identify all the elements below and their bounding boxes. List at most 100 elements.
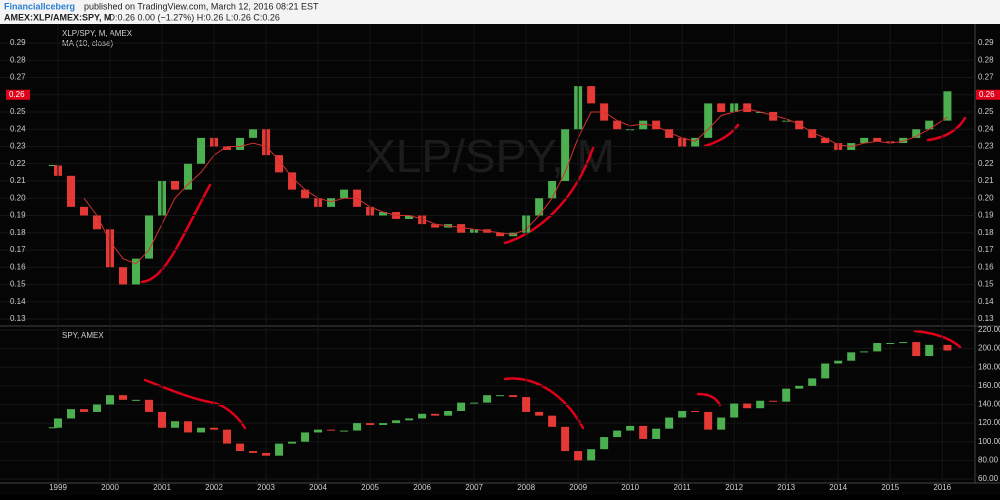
candle — [561, 426, 570, 452]
candle — [899, 342, 908, 344]
y-tick-label: 0.19 — [10, 211, 26, 220]
watermark: XLP/SPY, M — [365, 130, 615, 182]
candle — [912, 129, 921, 138]
candle — [418, 413, 427, 419]
y-tick-label: 0.23 — [10, 142, 26, 151]
candle — [548, 415, 557, 427]
candle — [509, 395, 518, 398]
candle — [392, 420, 401, 424]
annotation-curve — [696, 392, 722, 407]
candle — [665, 129, 674, 138]
candle — [275, 155, 284, 173]
x-tick-label: 2015 — [881, 483, 899, 492]
candle — [48, 427, 57, 429]
candle — [886, 343, 895, 345]
candle — [704, 103, 713, 138]
candle — [665, 417, 674, 429]
x-tick-label: 2008 — [517, 483, 535, 492]
candle — [80, 206, 89, 216]
y-tick-label: 220.00 — [978, 325, 1000, 334]
candle — [93, 215, 102, 230]
candle — [132, 258, 141, 285]
candle — [249, 451, 258, 453]
candle — [80, 409, 89, 412]
annotation-curve — [503, 377, 585, 430]
y-tick-label: 0.21 — [978, 176, 994, 185]
candle — [236, 137, 245, 150]
y-tick-label: 0.20 — [10, 193, 26, 202]
candle — [795, 385, 804, 389]
candle — [756, 400, 765, 409]
candle — [483, 395, 492, 403]
candle — [847, 352, 856, 361]
y-tick-label: 0.15 — [978, 280, 994, 289]
annotation-curve — [140, 183, 212, 284]
candle — [171, 181, 180, 190]
candle — [48, 164, 57, 166]
candle — [223, 146, 232, 150]
annotation-curve — [703, 123, 740, 148]
published: published on TradingView.com, March 12, … — [84, 1, 319, 11]
candle — [925, 120, 934, 130]
price-label-bg — [976, 89, 1000, 100]
y-tick-label: 180.00 — [978, 362, 1000, 371]
candle — [288, 172, 297, 190]
ma-line — [83, 108, 948, 265]
candle — [119, 267, 128, 285]
candle — [639, 120, 648, 130]
x-tick-label: 2001 — [153, 483, 171, 492]
candle — [860, 351, 869, 353]
candle — [717, 417, 726, 430]
price-label-bg — [6, 89, 30, 100]
y-tick-label: 0.19 — [978, 211, 994, 220]
candle — [93, 404, 102, 412]
candle — [522, 397, 531, 412]
candle — [379, 423, 388, 425]
candle — [184, 163, 193, 190]
y-tick-label: 0.24 — [978, 124, 994, 133]
y-tick-label: 0.20 — [978, 193, 994, 202]
candle — [457, 224, 466, 233]
candle — [587, 86, 596, 104]
annotation-curve — [503, 146, 595, 245]
y-tick-label: 0.27 — [10, 73, 26, 82]
y-tick-label: 0.13 — [10, 314, 26, 323]
candle — [66, 409, 75, 419]
x-tick-label: 2005 — [361, 483, 379, 492]
candle — [535, 411, 544, 416]
candle — [158, 411, 167, 428]
candle — [743, 403, 752, 409]
candle — [730, 403, 739, 418]
y-tick-label: 0.17 — [978, 245, 994, 254]
annotation-curve — [926, 116, 967, 142]
x-tick-label: 2007 — [465, 483, 483, 492]
candle — [457, 402, 466, 412]
candle — [691, 411, 700, 413]
candle — [548, 181, 557, 199]
y-tick-label: 0.22 — [978, 159, 994, 168]
candle — [53, 418, 62, 428]
candle — [613, 120, 622, 130]
pane-title: XLP/SPY, M, AMEX — [62, 29, 133, 38]
x-tick-label: 2014 — [829, 483, 847, 492]
y-tick-label: 0.29 — [978, 38, 994, 47]
x-tick-label: 2010 — [621, 483, 639, 492]
candle — [678, 411, 687, 418]
candle — [704, 411, 713, 430]
candle — [275, 443, 284, 456]
author[interactable]: FinancialIceberg — [4, 1, 75, 11]
candle — [808, 129, 817, 138]
candle — [795, 120, 804, 130]
candle — [184, 421, 193, 433]
candle — [262, 452, 271, 456]
candle — [821, 137, 830, 144]
candle — [873, 137, 882, 142]
candle — [223, 429, 232, 444]
x-tick-label: 2012 — [725, 483, 743, 492]
candle — [145, 399, 154, 412]
y-tick-label: 0.28 — [10, 55, 26, 64]
y-tick-label: 0.28 — [978, 55, 994, 64]
candle — [301, 189, 310, 199]
candle — [197, 137, 206, 164]
